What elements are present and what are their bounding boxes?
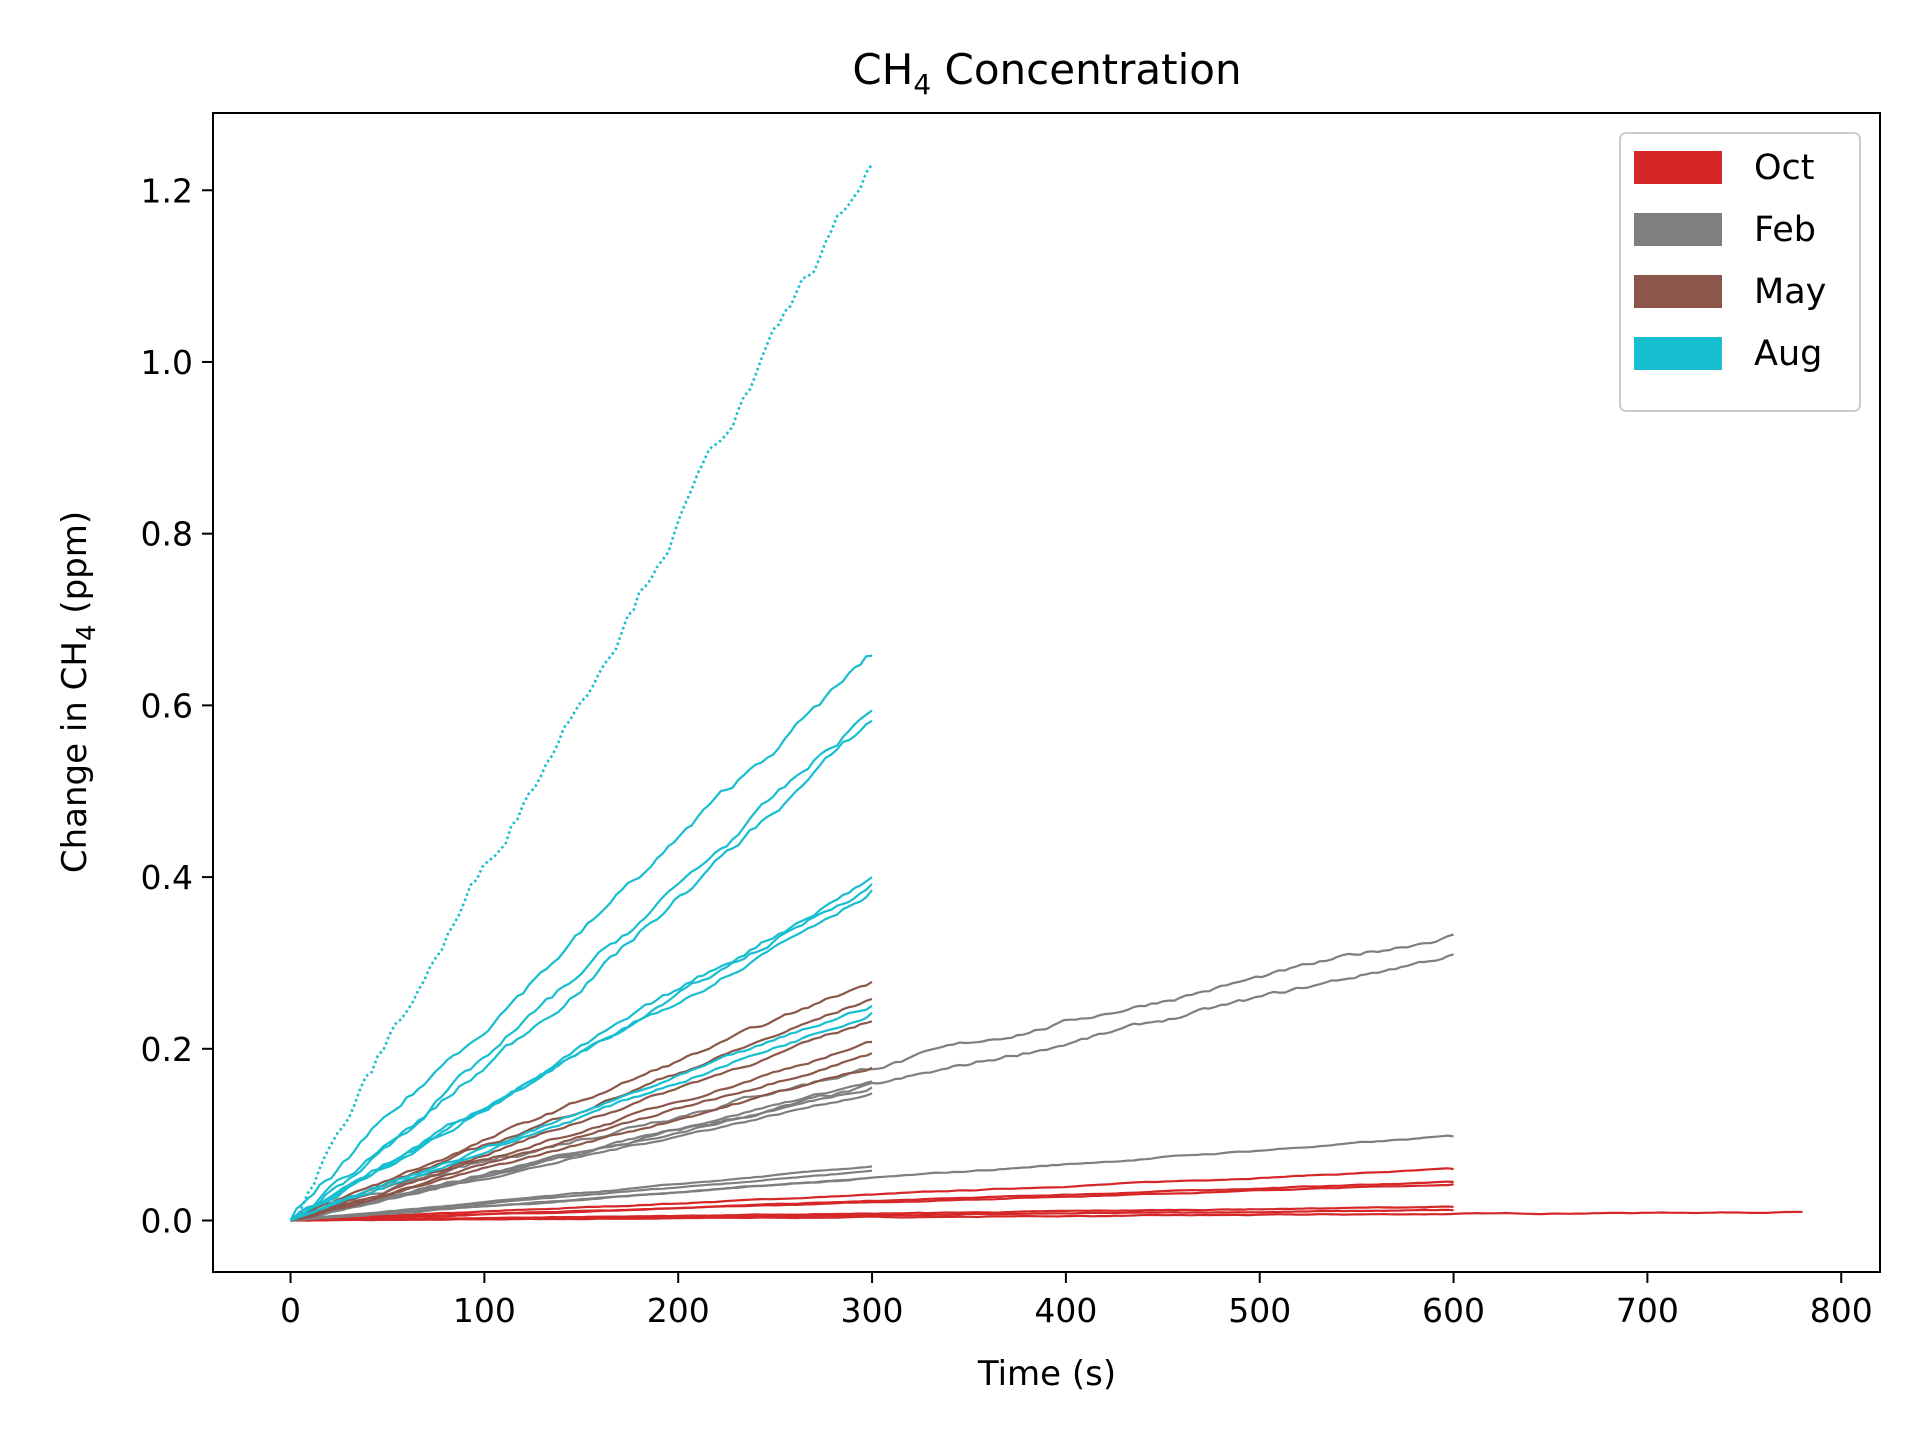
series-line-may-19 <box>290 1040 873 1222</box>
series-line-may-21 <box>290 1066 873 1222</box>
series-line-aug-24 <box>289 709 873 1222</box>
series-line-may-16 <box>289 980 873 1222</box>
series-line-aug-26 <box>290 876 873 1222</box>
series-line-oct-0 <box>290 1210 1803 1222</box>
x-tick-label: 0 <box>280 1291 301 1330</box>
series-line-feb-11 <box>290 1086 873 1222</box>
x-tick-label: 200 <box>647 1291 710 1330</box>
series-line-oct-6 <box>290 1212 872 1222</box>
y-tick-label: 1.2 <box>141 171 193 210</box>
legend-label-feb: Feb <box>1754 210 1816 250</box>
x-tick-label: 300 <box>841 1291 904 1330</box>
legend-label-may: May <box>1754 272 1826 312</box>
x-axis: 0 100 200 300 400 500 600 700 800 <box>280 1272 1873 1330</box>
plot-frame <box>212 112 1881 1273</box>
series-line-aug-28 <box>289 889 873 1222</box>
series-line-aug-25 <box>289 719 873 1222</box>
legend-swatch-oct <box>1634 151 1722 184</box>
series-line-feb-14 <box>290 1169 873 1222</box>
series-line-oct-3 <box>290 1183 1454 1222</box>
x-tick-label: 400 <box>1034 1291 1097 1330</box>
legend-swatch-feb <box>1634 213 1722 246</box>
chart-title: CH4 Concentration <box>852 45 1241 101</box>
x-tick-label: 100 <box>453 1291 516 1330</box>
y-axis: 0.0 0.2 0.4 0.6 0.8 1.0 1.2 <box>141 171 213 1240</box>
y-tick-label: 1.0 <box>141 343 193 382</box>
series-line-aug-22 <box>289 163 874 1222</box>
x-tick-label: 500 <box>1228 1291 1291 1330</box>
series-line-feb-12 <box>290 1092 873 1222</box>
y-tick-label: 0.8 <box>141 515 193 554</box>
y-tick-label: 0.2 <box>141 1030 193 1069</box>
series-line-feb-15 <box>290 1176 873 1222</box>
series-line-aug-23 <box>289 654 873 1221</box>
series-line-oct-1 <box>290 1167 1454 1222</box>
y-tick-label: 0.0 <box>141 1201 193 1240</box>
legend-label-aug: Aug <box>1754 334 1822 374</box>
legend-label-oct: Oct <box>1754 148 1815 188</box>
series-line-aug-29 <box>290 1004 873 1222</box>
x-tick-label: 700 <box>1616 1291 1679 1330</box>
x-tick-label: 600 <box>1422 1291 1485 1330</box>
legend-swatch-aug <box>1634 337 1722 370</box>
legend-swatch-may <box>1634 275 1722 308</box>
series-line-feb-7 <box>290 933 1454 1222</box>
series-line-aug-30 <box>290 1011 873 1222</box>
y-tick-label: 0.6 <box>141 686 193 725</box>
series-layer <box>289 163 1803 1222</box>
legend: Oct Feb May Aug <box>1619 132 1861 412</box>
x-tick-label: 800 <box>1810 1291 1873 1330</box>
x-axis-label: Time (s) <box>977 1354 1116 1394</box>
y-axis-label: Change in CH4 (ppm) <box>55 511 102 873</box>
y-tick-label: 0.4 <box>141 858 193 897</box>
